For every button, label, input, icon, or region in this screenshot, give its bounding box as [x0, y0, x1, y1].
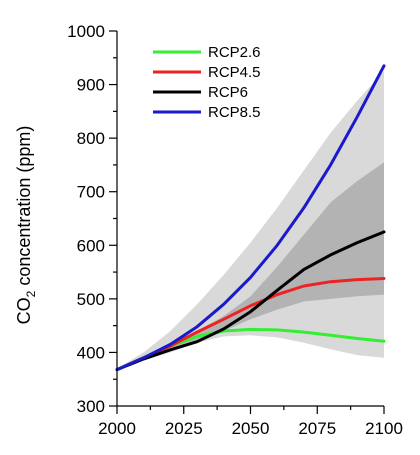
- x-tick-label: 2050: [232, 419, 270, 438]
- uncertainty-bands: [117, 71, 384, 371]
- series-lines: [115, 64, 386, 372]
- y-tick-label: 300: [77, 397, 105, 416]
- legend-label-rcp6: RCP6: [208, 84, 248, 101]
- y-tick-label: 800: [77, 129, 105, 148]
- uncertainty-band-2: [117, 162, 384, 371]
- y-tick-label: 400: [77, 343, 105, 362]
- x-tick-label: 2025: [165, 419, 203, 438]
- series-line-rcp6: [115, 230, 386, 372]
- y-axis-title-rest: concentration (ppm): [14, 126, 34, 291]
- y-axis-title-main: CO: [14, 297, 34, 324]
- y-tick-label: 1000: [67, 22, 105, 41]
- legend-label-rcp85: RCP8.5: [208, 104, 261, 121]
- x-tick-label: 2000: [98, 419, 136, 438]
- legend-label-rcp26: RCP2.6: [208, 44, 261, 61]
- legend-label-rcp45: RCP4.5: [208, 64, 261, 81]
- y-tick-label: 700: [77, 183, 105, 202]
- legend: RCP2.6 RCP4.5 RCP6 RCP8.5: [153, 44, 261, 121]
- x-tick-label: 2100: [365, 419, 403, 438]
- y-axis-title-subscript: 2: [24, 290, 38, 297]
- y-axis-title: CO2 concentration (ppm): [14, 126, 38, 325]
- series-line-rcp85: [115, 64, 386, 372]
- y-tick-label: 900: [77, 76, 105, 95]
- x-tick-label: 2075: [298, 419, 336, 438]
- y-tick-label: 600: [77, 236, 105, 255]
- axes: 300 400 500 600 700 800 900 1000 2000 2025 2050 207…: [67, 22, 403, 438]
- y-tick-label: 500: [77, 290, 105, 309]
